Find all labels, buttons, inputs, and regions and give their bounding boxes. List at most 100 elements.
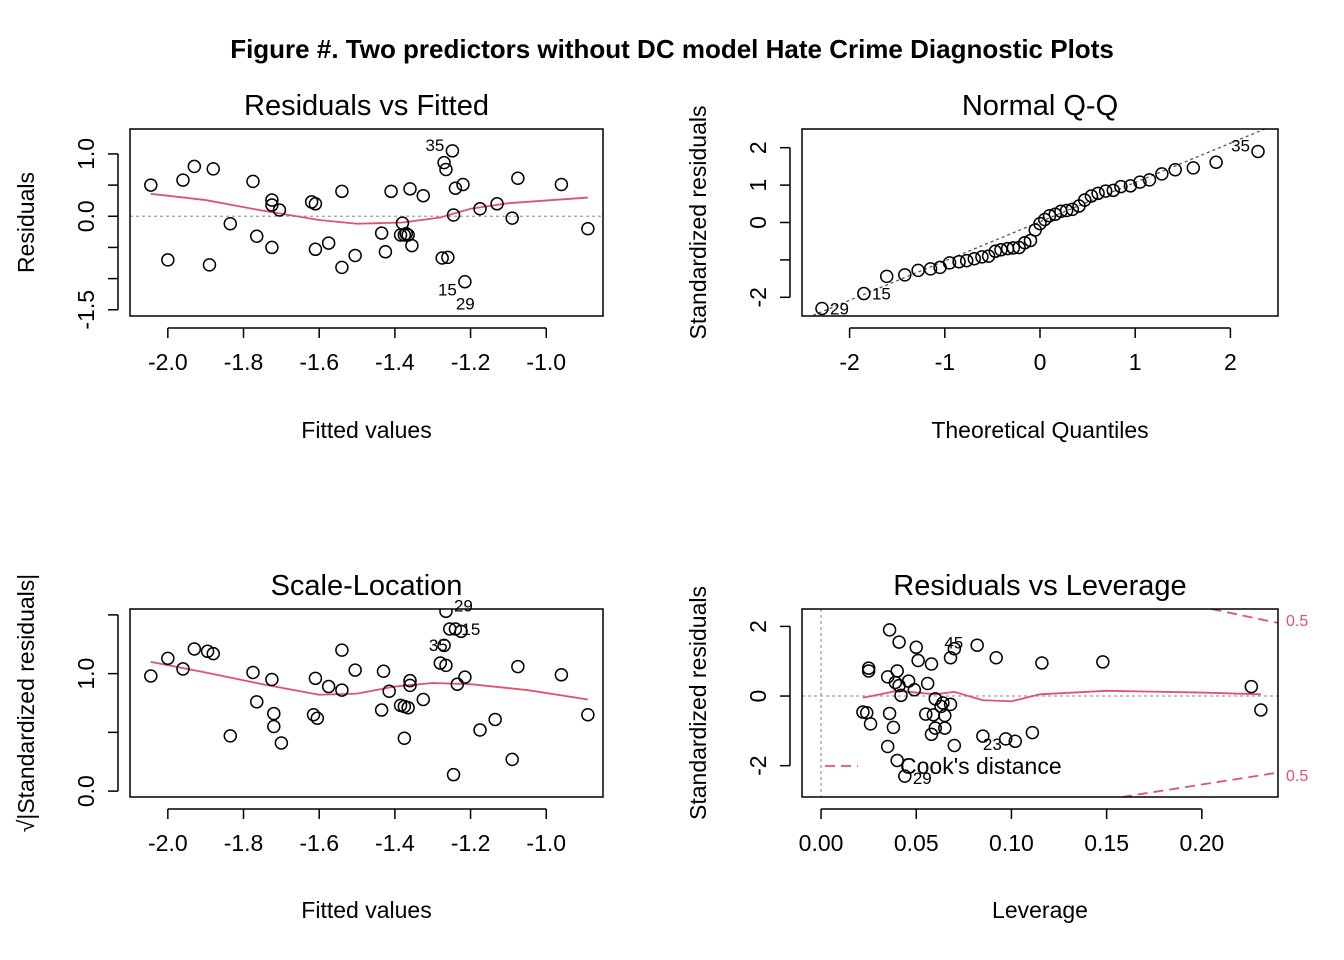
panel-residuals-vs-fitted: -2.0 -1.8 -1.6 -1.4 -1.2 -1.0 -1.5 0.0 1.0 Residu…: [13, 90, 604, 443]
data-point: [924, 657, 939, 671]
data-point: [265, 672, 279, 687]
data-point: [144, 178, 158, 192]
x-tick-label: -2.0: [148, 349, 188, 375]
data-point: [454, 624, 468, 639]
y-tick-label: 0.0: [73, 775, 99, 807]
data-point: [952, 255, 966, 269]
data-point: [401, 700, 415, 715]
data-point: [890, 664, 904, 678]
panel-title: Normal Q-Q: [962, 90, 1118, 122]
data-point: [975, 250, 989, 264]
data-point: [348, 663, 362, 677]
legend-label: Cook's distance: [900, 753, 1062, 779]
data-point: [448, 181, 463, 195]
x-tick-label: -1.6: [299, 830, 339, 856]
y-axis-label: Standardized residuals: [685, 586, 711, 820]
data-point: [405, 238, 419, 253]
x-tick-label: -1.4: [375, 830, 415, 856]
data-point: [898, 268, 912, 282]
cooks-distance-contour: [1121, 771, 1278, 797]
data-point: [1168, 163, 1182, 177]
data-point: [223, 729, 238, 743]
data-point: [473, 723, 487, 737]
y-tick-label: -2: [745, 287, 771, 307]
x-tick-label: -1.2: [451, 349, 491, 375]
data-point: [898, 769, 912, 783]
data-point: [1018, 235, 1032, 250]
data-point: [187, 642, 202, 656]
x-axis-label: Fitted values: [301, 897, 431, 923]
data-point: [378, 245, 393, 259]
data-point: [511, 659, 525, 674]
y-axis-label: Residuals: [13, 172, 39, 273]
data-point: [1042, 209, 1057, 223]
data-point: [1025, 725, 1040, 740]
cooks-level-label: 0.5: [1286, 768, 1308, 785]
data-point: [989, 650, 1003, 665]
data-point: [310, 711, 325, 726]
data-point: [1035, 656, 1049, 670]
data-point: [1059, 203, 1074, 218]
y-axis-label: √|Standardized residuals|: [13, 574, 39, 833]
plot-frame: [801, 608, 1279, 798]
data-point: [376, 664, 391, 679]
plot-frame: [801, 128, 1279, 317]
data-point: [554, 177, 569, 192]
point-label: 35: [429, 636, 448, 655]
data-point: [458, 274, 472, 289]
y-tick-label: 1.0: [73, 138, 99, 170]
data-point: [488, 712, 502, 727]
y-tick-label: 2: [745, 620, 771, 633]
cooks-level-label: 0.5: [1286, 613, 1308, 630]
data-point: [446, 208, 461, 222]
data-point: [246, 174, 260, 189]
panel-residuals-vs-leverage: 0.00 0.05 0.10 0.15 0.20 -2 0 2 Residuals vs Lev…: [685, 570, 1308, 923]
y-tick-label: 1.0: [73, 658, 99, 690]
data-point: [967, 252, 982, 266]
data-point: [879, 269, 894, 284]
data-point: [1114, 179, 1128, 194]
data-point: [267, 706, 281, 721]
data-point: [456, 177, 470, 192]
y-tick-label: 2: [745, 141, 771, 154]
data-point: [1133, 175, 1147, 189]
data-point: [374, 703, 389, 717]
y-axis: 0.0 1.0: [73, 614, 119, 807]
data-point: [416, 692, 431, 707]
data-point: [815, 301, 829, 316]
data-point: [450, 677, 465, 691]
data-point: [1142, 173, 1157, 187]
data-point: [1091, 186, 1105, 201]
data-point: [505, 752, 519, 767]
data-point: [1033, 216, 1047, 231]
data-point: [857, 286, 871, 301]
point-label: 45: [944, 634, 963, 653]
point-label: 29: [456, 294, 475, 313]
data-point: [265, 193, 279, 207]
data-point: [1084, 189, 1099, 203]
data-point: [246, 665, 260, 680]
data-point: [947, 738, 962, 753]
data-point: [1098, 184, 1113, 198]
data-point: [1186, 161, 1201, 175]
data-point: [920, 676, 935, 691]
y-tick-label: -1.5: [73, 290, 99, 330]
data-point: [505, 211, 519, 225]
plot-frame: [129, 128, 604, 317]
x-axis-label: Leverage: [992, 897, 1088, 923]
point-label: 15: [438, 281, 457, 300]
data-point: [176, 662, 190, 676]
data-point: [321, 236, 336, 250]
data-point: [473, 202, 487, 216]
point-label: 35: [1231, 136, 1250, 155]
plot-area: [802, 609, 1278, 797]
panel-normal-qq: -2 -1 0 1 2 -2 0 1 2 Normal Q-Q Theoretical Quanti…: [685, 90, 1279, 443]
data-point: [511, 171, 525, 185]
data-point: [554, 668, 569, 682]
data-point: [490, 197, 504, 211]
data-point: [223, 216, 238, 231]
data-point: [335, 683, 349, 697]
plot-frame: [129, 608, 604, 798]
data-point: [924, 727, 939, 742]
